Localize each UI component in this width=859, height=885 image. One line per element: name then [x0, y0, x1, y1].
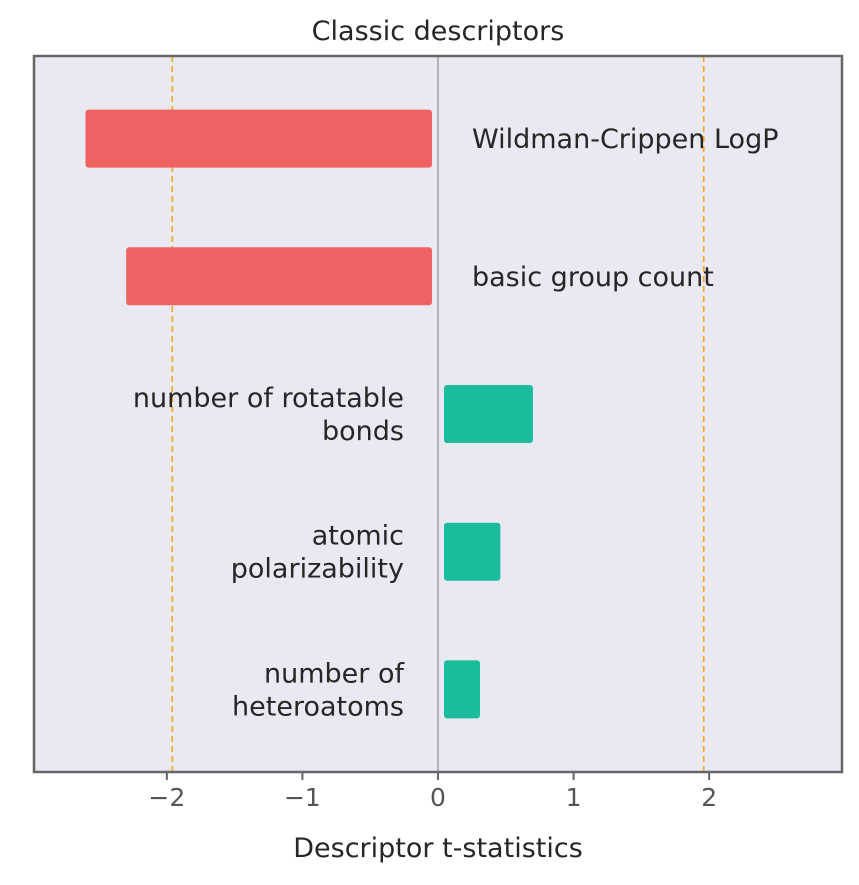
bar-4: [444, 522, 501, 581]
bar-label-line: atomic: [312, 521, 404, 552]
bar-label-line: bonds: [322, 416, 404, 447]
bar-label-line: number of rotatable: [133, 383, 404, 414]
bar-2: [126, 247, 432, 306]
bar-label-line: number of: [264, 658, 405, 689]
bars: [85, 109, 533, 719]
chart-title: Classic descriptors: [312, 16, 565, 47]
reference-lines: [171, 56, 705, 772]
bar-3: [444, 385, 533, 443]
bar-label-4: atomic polarizability: [231, 521, 404, 585]
x-tick-label: 1: [566, 783, 582, 812]
x-tick-label: −2: [148, 783, 185, 812]
bar-label-1: Wildman-Crippen LogP: [472, 124, 779, 155]
bar-5: [444, 660, 481, 719]
bar-labels: Wildman-Crippen LogP basic group count num…: [133, 124, 779, 722]
bar-1: [85, 109, 432, 168]
bar-label-5: number of heteroatoms: [232, 658, 405, 722]
bar-label-line: Wildman-Crippen LogP: [472, 124, 779, 155]
x-axis-label: Descriptor t-statistics: [293, 833, 583, 864]
x-tick-label: 2: [701, 783, 717, 812]
bar-label-2: basic group count: [472, 262, 714, 293]
x-axis-ticks: −2 −1 0 1 2: [148, 772, 717, 812]
x-tick-label: 0: [430, 783, 446, 812]
bar-label-line: heteroatoms: [232, 691, 404, 722]
x-tick-label: −1: [284, 783, 321, 812]
bar-label-3: number of rotatable bonds: [133, 383, 404, 447]
bar-label-line: basic group count: [472, 262, 714, 293]
bar-label-line: polarizability: [231, 554, 404, 585]
